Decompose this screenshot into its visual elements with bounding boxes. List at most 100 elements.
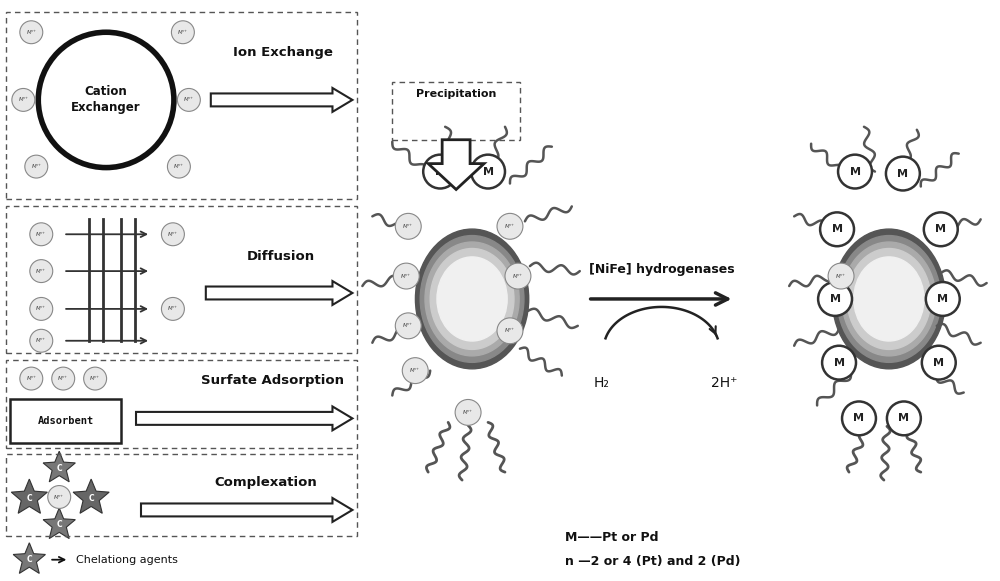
- Circle shape: [20, 367, 43, 390]
- Text: Ion Exchange: Ion Exchange: [233, 46, 333, 59]
- Text: Mⁿ⁺: Mⁿ⁺: [26, 30, 36, 35]
- Circle shape: [20, 21, 43, 44]
- Text: Mⁿ⁺: Mⁿ⁺: [18, 98, 28, 102]
- Circle shape: [497, 318, 523, 344]
- Circle shape: [455, 400, 481, 425]
- Circle shape: [30, 297, 53, 320]
- Text: [NiFe] hydrogenases: [NiFe] hydrogenases: [589, 263, 734, 275]
- Circle shape: [30, 329, 53, 352]
- Polygon shape: [428, 139, 484, 189]
- Polygon shape: [13, 543, 45, 573]
- Circle shape: [12, 88, 35, 112]
- Polygon shape: [136, 407, 352, 431]
- Text: C: C: [26, 555, 32, 564]
- Text: M: M: [435, 167, 446, 177]
- Circle shape: [887, 401, 921, 435]
- Text: M: M: [834, 358, 845, 368]
- Text: Mⁿ⁺: Mⁿ⁺: [836, 274, 846, 278]
- Circle shape: [167, 155, 190, 178]
- Bar: [6, 454, 357, 536]
- Ellipse shape: [420, 235, 524, 363]
- Circle shape: [52, 367, 75, 390]
- Text: Mⁿ⁺: Mⁿ⁺: [513, 274, 523, 278]
- Bar: [392, 82, 520, 139]
- Bar: [6, 206, 357, 353]
- Text: Mⁿ⁺: Mⁿ⁺: [31, 164, 41, 169]
- Circle shape: [926, 282, 960, 316]
- Circle shape: [924, 213, 958, 246]
- Text: Mⁿ⁺: Mⁿ⁺: [58, 376, 68, 381]
- Text: C: C: [88, 493, 94, 503]
- Circle shape: [505, 263, 531, 289]
- Polygon shape: [73, 479, 109, 513]
- Text: Mⁿ⁺: Mⁿ⁺: [168, 306, 178, 311]
- Circle shape: [171, 21, 194, 44]
- Polygon shape: [211, 88, 352, 112]
- Text: Surfate Adsorption: Surfate Adsorption: [201, 374, 344, 387]
- Circle shape: [161, 223, 184, 246]
- Bar: [6, 12, 357, 199]
- Text: Cation
Exchanger: Cation Exchanger: [71, 85, 141, 114]
- Circle shape: [838, 155, 872, 188]
- Circle shape: [842, 401, 876, 435]
- Circle shape: [177, 88, 200, 112]
- Circle shape: [30, 223, 53, 246]
- Text: Mⁿ⁺: Mⁿ⁺: [403, 324, 413, 328]
- Ellipse shape: [854, 257, 924, 341]
- Text: M: M: [850, 167, 861, 177]
- Text: n —2 or 4 (Pt) and 2 (Pd): n —2 or 4 (Pt) and 2 (Pd): [565, 555, 740, 568]
- Text: M——Pt or Pd: M——Pt or Pd: [565, 531, 658, 544]
- Text: Diffusion: Diffusion: [247, 250, 315, 263]
- Circle shape: [471, 155, 505, 188]
- Ellipse shape: [430, 249, 514, 349]
- Text: Adsorbent: Adsorbent: [38, 417, 94, 426]
- Polygon shape: [43, 508, 75, 539]
- Text: M: M: [483, 167, 494, 177]
- Text: Mⁿ⁺: Mⁿ⁺: [463, 410, 473, 415]
- Text: Mⁿ⁺: Mⁿ⁺: [184, 98, 194, 102]
- Text: Precipitation: Precipitation: [416, 89, 496, 99]
- Text: M: M: [933, 358, 944, 368]
- Ellipse shape: [425, 242, 519, 356]
- Ellipse shape: [837, 235, 941, 363]
- Polygon shape: [206, 281, 352, 305]
- Circle shape: [820, 213, 854, 246]
- Circle shape: [922, 346, 956, 379]
- Text: Mⁿ⁺: Mⁿ⁺: [36, 232, 46, 237]
- Text: Mⁿ⁺: Mⁿ⁺: [505, 224, 515, 229]
- Ellipse shape: [437, 257, 507, 341]
- Circle shape: [25, 155, 48, 178]
- Circle shape: [828, 263, 854, 289]
- Circle shape: [423, 155, 457, 188]
- Circle shape: [497, 213, 523, 239]
- Text: Mⁿ⁺: Mⁿ⁺: [36, 268, 46, 274]
- Circle shape: [84, 367, 107, 390]
- Text: M: M: [830, 294, 841, 304]
- Text: Complexation: Complexation: [214, 476, 317, 489]
- Text: C: C: [26, 493, 32, 503]
- Circle shape: [38, 32, 174, 167]
- Circle shape: [395, 313, 421, 339]
- Ellipse shape: [415, 229, 529, 369]
- Circle shape: [30, 260, 53, 282]
- Circle shape: [402, 358, 428, 383]
- Text: H₂: H₂: [594, 375, 610, 389]
- Text: Mⁿ⁺: Mⁿ⁺: [26, 376, 36, 381]
- Text: Mⁿ⁺: Mⁿ⁺: [178, 30, 188, 35]
- Bar: [6, 360, 357, 449]
- Polygon shape: [141, 498, 352, 522]
- Polygon shape: [43, 451, 75, 482]
- Text: Mⁿ⁺: Mⁿ⁺: [401, 274, 411, 278]
- Ellipse shape: [832, 229, 946, 369]
- Text: Mⁿ⁺: Mⁿ⁺: [410, 368, 420, 373]
- Polygon shape: [11, 479, 47, 513]
- Text: Mⁿ⁺: Mⁿ⁺: [168, 232, 178, 237]
- Text: C: C: [56, 521, 62, 529]
- Text: Mⁿ⁺: Mⁿ⁺: [36, 338, 46, 343]
- Text: 2H⁺: 2H⁺: [711, 375, 738, 389]
- Text: Mⁿ⁺: Mⁿ⁺: [90, 376, 100, 381]
- FancyBboxPatch shape: [10, 400, 121, 443]
- Text: Mⁿ⁺: Mⁿ⁺: [54, 494, 64, 500]
- Text: M: M: [937, 294, 948, 304]
- Circle shape: [822, 346, 856, 379]
